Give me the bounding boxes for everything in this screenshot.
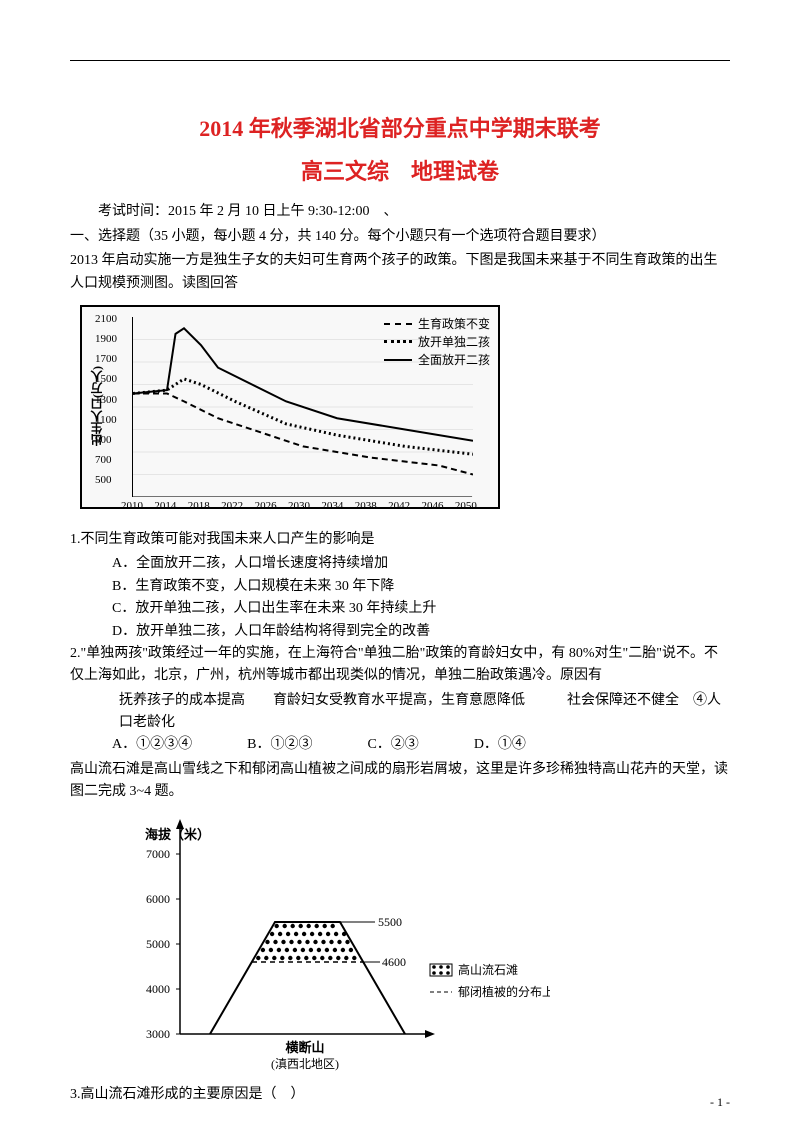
x-tick: 2042 [388,498,410,516]
y-tick: 1700 [95,351,117,369]
exam-info: 考试时间：2015 年 2 月 10 日上午 9:30-12:00 、 [70,201,730,223]
chart-legend: 生育政策不变 放开单独二孩 全面放开二孩 [384,315,490,369]
legend-swatch-dot [384,340,412,343]
mt-x-label: 横断山 [285,1040,324,1055]
legend-label: 生育政策不变 [418,315,490,333]
q2-options: A．①②③④ B．①②③ C．②③ D．①④ [70,734,730,756]
x-tick: 2050 [455,498,477,516]
y-tick: 1500 [95,371,117,389]
x-tick: 2030 [288,498,310,516]
x-tick: 2022 [221,498,243,516]
mt-ytick: 7000 [146,847,170,861]
x-tick: 2034 [321,498,343,516]
q2-opt-a: A．①②③④ [112,734,192,756]
title-sub: 高三文综 地理试卷 [70,154,730,189]
legend-item: 生育政策不变 [384,315,490,333]
section-1-heading: 一、选择题（35 小题，每小题 4 分，共 140 分。每个小题只有一个选项符合… [70,226,730,248]
intro-mountain: 高山流石滩是高山雪线之下和郁闭高山植被之间成的扇形岩屑坡，这里是许多珍稀独特高山… [70,759,730,804]
legend-item: 放开单独二孩 [384,333,490,351]
population-chart: 出生人口(万人) 2100 1900 1700 1500 1300 1100 9… [80,305,500,509]
q3-stem: 3.高山流石滩形成的主要原因是（ ） [70,1084,730,1106]
q2-reasons: 抚养孩子的成本提高 育龄妇女受教育水平提高，生育意愿降低 社会保障还不健全 ④人… [70,690,730,735]
mt-x-sublabel: (滇西北地区) [271,1057,339,1071]
q1-opt-b: B．生育政策不变，人口规模在未来 30 年下降 [112,576,730,598]
q1-options: A．全面放开二孩，人口增长速度将持续增加 B．生育政策不变，人口规模在未来 30… [70,553,730,643]
x-tick: 2046 [422,498,444,516]
x-tick: 2014 [154,498,176,516]
intro-2013: 2013 年启动实施一方是独生子女的夫妇可生育两个孩子的政策。下图是我国未来基于… [70,250,730,295]
x-tick: 2038 [355,498,377,516]
q1-opt-a: A．全面放开二孩，人口增长速度将持续增加 [112,553,730,575]
chart-x-ticks: 2010 2014 2018 2022 2026 2030 2034 2038 … [121,498,477,516]
x-tick: 2026 [255,498,277,516]
legend-swatch-dash [384,323,412,325]
mt-y-axis-label: 海拔（米） [145,827,210,842]
chart-y-ticks: 2100 1900 1700 1500 1300 1100 900 700 50… [95,311,117,490]
mt-ytick: 4000 [146,982,170,996]
title-main: 2014 年秋季湖北省部分重点中学期末联考 [70,111,730,146]
q1-stem: 1.不同生育政策可能对我国未来人口产生的影响是 [70,529,730,551]
y-tick: 700 [95,452,117,470]
y-tick: 2100 [95,311,117,329]
y-tick: 900 [95,432,117,450]
x-tick: 2010 [121,498,143,516]
q2-opt-d: D．①④ [474,734,526,756]
legend-label: 全面放开二孩 [418,351,490,369]
mt-ytick: 5000 [146,937,170,951]
y-tick: 500 [95,472,117,490]
q1-opt-c: C．放开单独二孩，人口出生率在未来 30 年持续上升 [112,598,730,620]
mt-label-4600: 4600 [382,955,406,969]
y-tick: 1900 [95,331,117,349]
legend-swatch-solid [384,359,412,361]
q2-opt-c: C．②③ [367,734,418,756]
mt-ytick: 6000 [146,892,170,906]
mt-legend-2: 郁闭植被的分布上限 [458,984,550,999]
mt-ytick: 3000 [146,1027,170,1041]
q2-opt-b: B．①②③ [247,734,312,756]
mt-label-5500: 5500 [378,915,402,929]
y-tick: 1100 [95,412,117,430]
q2-stem: 2."单独两孩"政策经过一年的实施，在上海符合"单独二胎"政策的育龄妇女中，有 … [70,643,730,688]
legend-label: 放开单独二孩 [418,333,490,351]
mt-legend-1: 高山流石滩 [458,962,518,977]
mountain-svg: 7000 6000 5000 4000 3000 海拔（米） 5500 4600… [130,814,550,1074]
top-rule [70,60,730,61]
legend-item: 全面放开二孩 [384,351,490,369]
y-tick: 1300 [95,392,117,410]
page-number: - 1 - [710,1093,730,1112]
mountain-figure: 7000 6000 5000 4000 3000 海拔（米） 5500 4600… [130,814,550,1074]
x-tick: 2018 [188,498,210,516]
q1-opt-d: D．放开单独二孩，人口年龄结构将得到完全的改善 [112,621,730,643]
